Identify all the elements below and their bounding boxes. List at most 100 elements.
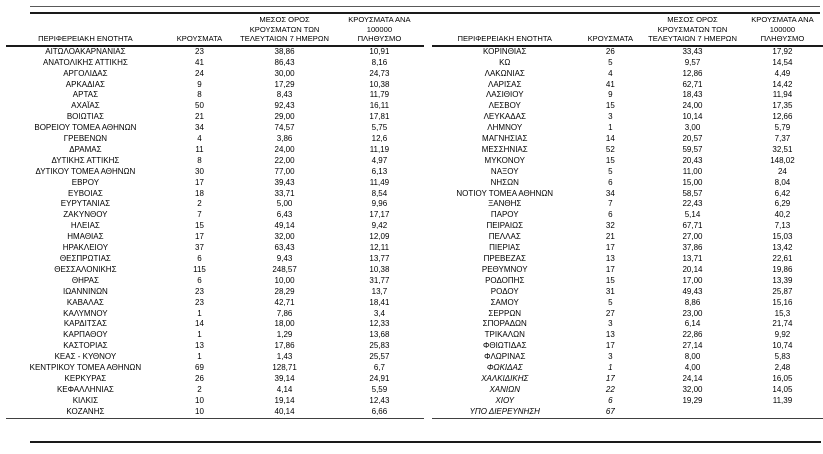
table-row: ΑΝΑΤΟΛΙΚΗΣ ΑΤΤΙΚΗΣ 41 86,43 8,16 xyxy=(6,58,424,69)
cell-per100k: 4,49 xyxy=(774,68,791,78)
cell-avg7: 248,57 xyxy=(272,264,297,274)
cell-per100k: 18,41 xyxy=(369,297,390,307)
cell-region: ΡΟΔΟΥ xyxy=(490,286,519,296)
cell-avg7: 32,00 xyxy=(274,232,295,242)
table-row: ΡΟΔΟΠΗΣ 15 17,00 13,39 xyxy=(432,276,823,287)
cell-cases: 17 xyxy=(195,232,204,242)
cell-per100k: 12,43 xyxy=(369,395,390,405)
table-row: ΗΡΑΚΛΕΙΟΥ 37 63,43 12,11 xyxy=(6,243,424,254)
cell-region: ΡΕΘΥΜΝΟΥ xyxy=(481,264,528,274)
cell-per100k xyxy=(741,406,823,419)
cell-per100k: 15,16 xyxy=(772,297,793,307)
cell-per100k: 10,74 xyxy=(772,341,793,351)
cell-per100k: 19,86 xyxy=(772,264,793,274)
cell-per100k: 11,19 xyxy=(369,144,390,154)
cell-region: ΝΑΞΟΥ xyxy=(490,166,519,176)
top-rule xyxy=(30,6,820,14)
cell-avg7: 92,43 xyxy=(274,101,295,111)
cell-avg7: 6,14 xyxy=(684,319,701,329)
cell-cases: 3 xyxy=(608,112,613,122)
column-header-cases: ΚΡΟΥΣΜΑΤΑ xyxy=(577,15,644,47)
cell-per100k: 148,02 xyxy=(770,155,795,165)
cell-per100k: 12,66 xyxy=(772,112,793,122)
cell-region: ΡΟΔΟΠΗΣ xyxy=(485,275,525,285)
table-body: ΑΙΤΩΛΟΑΚΑΡΝΑΝΙΑΣ 23 38,86 10,91 ΑΝΑΤΟΛΙΚΗΣ Α… xyxy=(6,44,424,419)
cell-per100k: 5,79 xyxy=(774,123,791,133)
cell-region: ΕΥΒΟΙΑΣ xyxy=(68,188,103,198)
cell-cases: 22 xyxy=(605,384,615,394)
cell-cases: 11 xyxy=(195,144,204,154)
cell-cases: 9 xyxy=(608,90,613,100)
cell-per100k: 5,83 xyxy=(774,352,791,362)
table-row: ΧΑΝΙΩΝ 22 32,00 14,05 xyxy=(432,385,823,396)
tables-container: ΠΕΡΙΦΕΡΕΙΑΚΗ ΕΝΟΤΗΤΑ ΚΡΟΥΣΜΑΤΑ ΜΕΣΟΣ ΟΡΟ… xyxy=(6,15,823,419)
regional-units-table-left: ΠΕΡΙΦΕΡΕΙΑΚΗ ΕΝΟΤΗΤΑ ΚΡΟΥΣΜΑΤΑ ΜΕΣΟΣ ΟΡΟ… xyxy=(6,15,424,419)
cell-region: ΚΕΝΤΡΙΚΟΥ ΤΟΜΕΑ ΑΘΗΝΩΝ xyxy=(29,363,142,373)
cell-cases: 30 xyxy=(195,166,204,176)
cell-per100k: 7,37 xyxy=(774,134,791,144)
cell-avg7: 20,43 xyxy=(682,155,703,165)
cell-cases: 26 xyxy=(195,373,204,383)
cell-cases: 8 xyxy=(197,90,202,100)
cell-avg7: 20,57 xyxy=(682,134,703,144)
cell-region: ΠΕΙΡΑΙΩΣ xyxy=(486,221,524,231)
table-row: ΛΑΣΙΘΙΟΥ 9 18,43 11,94 xyxy=(432,90,823,101)
table-row: ΕΥΡΥΤΑΝΙΑΣ 2 5,00 9,96 xyxy=(6,199,424,210)
cell-per100k: 7,13 xyxy=(774,221,791,231)
cell-cases: 6 xyxy=(197,275,202,285)
cell-avg7: 128,71 xyxy=(272,363,297,373)
cell-avg7: 28,29 xyxy=(274,286,295,296)
cell-cases: 5 xyxy=(608,57,613,67)
cell-cases: 1 xyxy=(608,123,613,133)
table-row: ΜΕΣΣΗΝΙΑΣ 52 59,57 32,51 xyxy=(432,145,823,156)
cell-region: ΚΑΡΔΙΤΣΑΣ xyxy=(63,319,107,329)
table-row: ΛΕΥΚΑΔΑΣ 3 10,14 12,66 xyxy=(432,112,823,123)
cell-region: ΔΥΤΙΚΗΣ ΑΤΤΙΚΗΣ xyxy=(51,155,120,165)
cell-region: ΔΡΑΜΑΣ xyxy=(69,144,102,154)
table-row: ΝΑΞΟΥ 5 11,00 24 xyxy=(432,167,823,178)
cell-cases: 6 xyxy=(197,254,202,263)
cell-region: ΜΥΚΟΝΟΥ xyxy=(484,155,525,165)
cell-avg7: 19,29 xyxy=(682,395,703,405)
cell-cases: 37 xyxy=(195,243,204,253)
table-row: ΛΗΜΝΟΥ 1 3,00 5,79 xyxy=(432,123,823,134)
cell-cases: 15 xyxy=(605,155,615,165)
cell-cases: 13 xyxy=(195,341,204,351)
cell-avg7: 77,00 xyxy=(274,166,295,176)
cell-avg7: 23,00 xyxy=(682,308,703,318)
table-row: ΛΑΚΩΝΙΑΣ 4 12,86 4,49 xyxy=(432,69,823,80)
cell-avg7: 63,43 xyxy=(274,243,295,253)
cell-avg7: 4,14 xyxy=(276,384,293,394)
bottom-rule xyxy=(30,441,821,443)
table-row: ΣΕΡΡΩΝ 27 23,00 15,3 xyxy=(432,309,823,320)
cell-region: ΚΟΖΑΝΗΣ xyxy=(6,406,165,419)
table-row: ΚΕΡΚΥΡΑΣ 26 39,14 24,91 xyxy=(6,374,424,385)
table-row: ΝΗΣΩΝ 6 15,00 8,04 xyxy=(432,178,823,189)
cell-region: ΝΟΤΙΟΥ ΤΟΜΕΑ ΑΘΗΝΩΝ xyxy=(456,188,554,198)
table-row: ΜΑΓΝΗΣΙΑΣ 14 20,57 7,37 xyxy=(432,134,823,145)
cell-avg7: 32,00 xyxy=(682,384,703,394)
table-row: ΠΕΙΡΑΙΩΣ 32 67,71 7,13 xyxy=(432,221,823,232)
cell-region: ΚΕΡΚΥΡΑΣ xyxy=(64,373,107,383)
cell-per100k: 11,79 xyxy=(369,90,390,100)
cell-avg7: 22,86 xyxy=(682,330,703,340)
cell-cases: 69 xyxy=(195,363,204,373)
cell-cases: 52 xyxy=(605,144,615,154)
cell-avg7: 3,86 xyxy=(276,134,293,144)
cell-cases: 8 xyxy=(197,155,202,165)
cell-avg7: 39,14 xyxy=(274,373,295,383)
cell-avg7: 22,43 xyxy=(682,199,703,209)
cell-avg7: 3,00 xyxy=(684,123,701,133)
table-row: ΒΟΙΩΤΙΑΣ 21 29,00 17,81 xyxy=(6,112,424,123)
table-row: ΣΑΜΟΥ 5 8,86 15,16 xyxy=(432,298,823,309)
cell-per100k: 10,91 xyxy=(334,44,424,58)
cell-cases: 4 xyxy=(608,68,613,78)
cell-cases: 23 xyxy=(195,286,204,296)
cell-per100k: 25,83 xyxy=(369,341,390,351)
cell-avg7: 29,00 xyxy=(274,112,295,122)
cell-per100k: 6,29 xyxy=(774,199,791,209)
cell-cases: 17 xyxy=(605,264,615,274)
cell-cases: 5 xyxy=(608,297,613,307)
cell-region: ΗΛΕΙΑΣ xyxy=(70,221,100,231)
cell-region: ΑΙΤΩΛΟΑΚΑΡΝΑΝΙΑΣ xyxy=(6,44,165,58)
